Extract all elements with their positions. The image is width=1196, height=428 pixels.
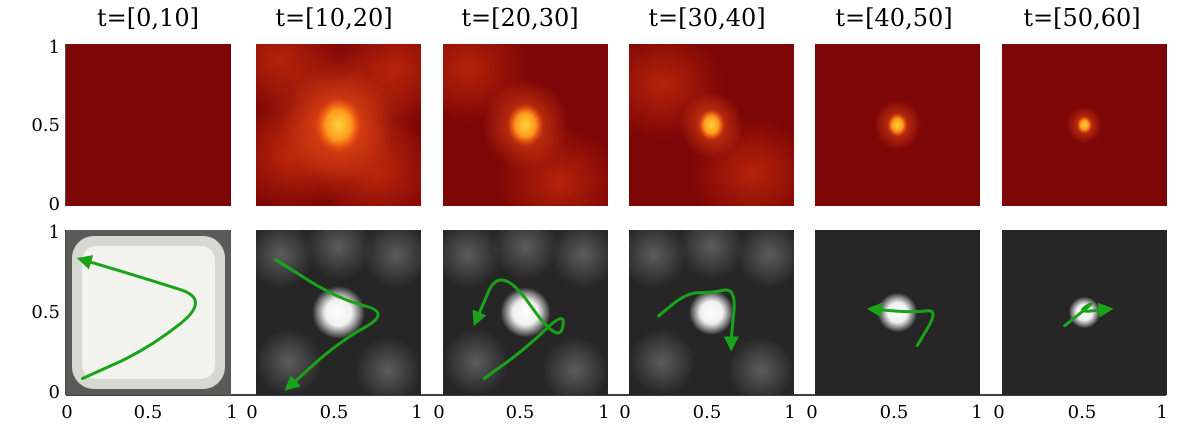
density-panel-2 [256,230,421,395]
x-tick-c6-05: 0.5 [1068,402,1097,423]
density-panel-4 [629,230,794,395]
heat-hotspot [315,97,362,153]
density-blob [305,230,372,280]
density-panel-5 [815,230,980,395]
density-blob [363,230,421,288]
column-title-6: t=[50,60] [1023,4,1140,32]
x-tick-c2-05: 0.5 [320,402,349,423]
y-tick-bottom-0: 0 [49,382,60,403]
density-peak [312,286,365,339]
density-blob [550,230,608,288]
density-blob [728,337,794,395]
trajectory-path [274,258,380,391]
y-tick-bottom-1: 1 [49,222,60,243]
heatmap-panel-3 [443,44,608,206]
y-tick-top-05: 0.5 [31,115,60,136]
density-blob [492,230,559,280]
density-blob [629,230,687,288]
x-tick-c2-1: 1 [411,402,422,423]
trajectory-path [76,255,197,380]
x-tick-c4-1: 1 [784,402,795,423]
heatmap-panel-6 [1002,44,1167,206]
x-tick-c5-1: 1 [971,402,982,423]
x-tick-c1-1: 1 [226,402,237,423]
column-title-2: t=[10,20] [275,4,392,32]
density-blob [443,230,501,288]
x-tick-c6-1: 1 [1156,402,1167,423]
density-blob [542,337,608,395]
heat-hotspot [887,113,908,137]
trajectory-path [866,302,935,347]
heatmap-panel-2 [256,44,421,206]
density-blob [629,329,695,395]
density-panel-3 [443,230,608,395]
x-tick-c2-0: 0 [246,402,257,423]
heatmap-background [66,44,231,206]
density-blob [736,230,794,288]
heat-hotspot [507,103,544,147]
heatmap-panel-1 [66,44,231,206]
column-title-4: t=[30,40] [648,4,765,32]
x-tick-c3-05: 0.5 [506,402,535,423]
panels-layer [66,44,1167,395]
density-blob [443,329,509,395]
heat-hotspot [698,109,725,141]
density-panel-6 [1002,230,1167,395]
density-blob [678,230,745,280]
x-tick-c3-1: 1 [598,402,609,423]
column-title-3: t=[20,30] [461,4,578,32]
density-panel-1 [66,230,231,395]
heatmap-panel-4 [629,44,794,206]
y-tick-top-0: 0 [49,194,60,215]
x-tick-c6-0: 0 [993,402,1004,423]
heatmap-panel-5 [815,44,980,206]
x-tick-c3-0: 0 [433,402,444,423]
y-tick-bottom-05: 0.5 [31,302,60,323]
density-blob [355,337,421,395]
trajectory-path [1063,302,1114,328]
y-tick-top-1: 1 [49,37,60,58]
x-tick-c5-0: 0 [806,402,817,423]
x-tick-c1-05: 0.5 [134,402,163,423]
trajectory-path [657,288,739,352]
heat-hotspot [1077,116,1092,134]
density-peak [689,290,734,335]
x-tick-c5-05: 0.5 [880,402,909,423]
column-title-1: t=[0,10] [97,4,199,32]
x-tick-c1-0: 0 [61,402,72,423]
column-title-5: t=[40,50] [835,4,952,32]
density-plateau [82,246,215,379]
density-blob [256,329,322,395]
x-tick-c4-05: 0.5 [693,402,722,423]
x-tick-c4-0: 0 [619,402,630,423]
density-peak [500,287,551,338]
trajectory-path [472,278,565,380]
